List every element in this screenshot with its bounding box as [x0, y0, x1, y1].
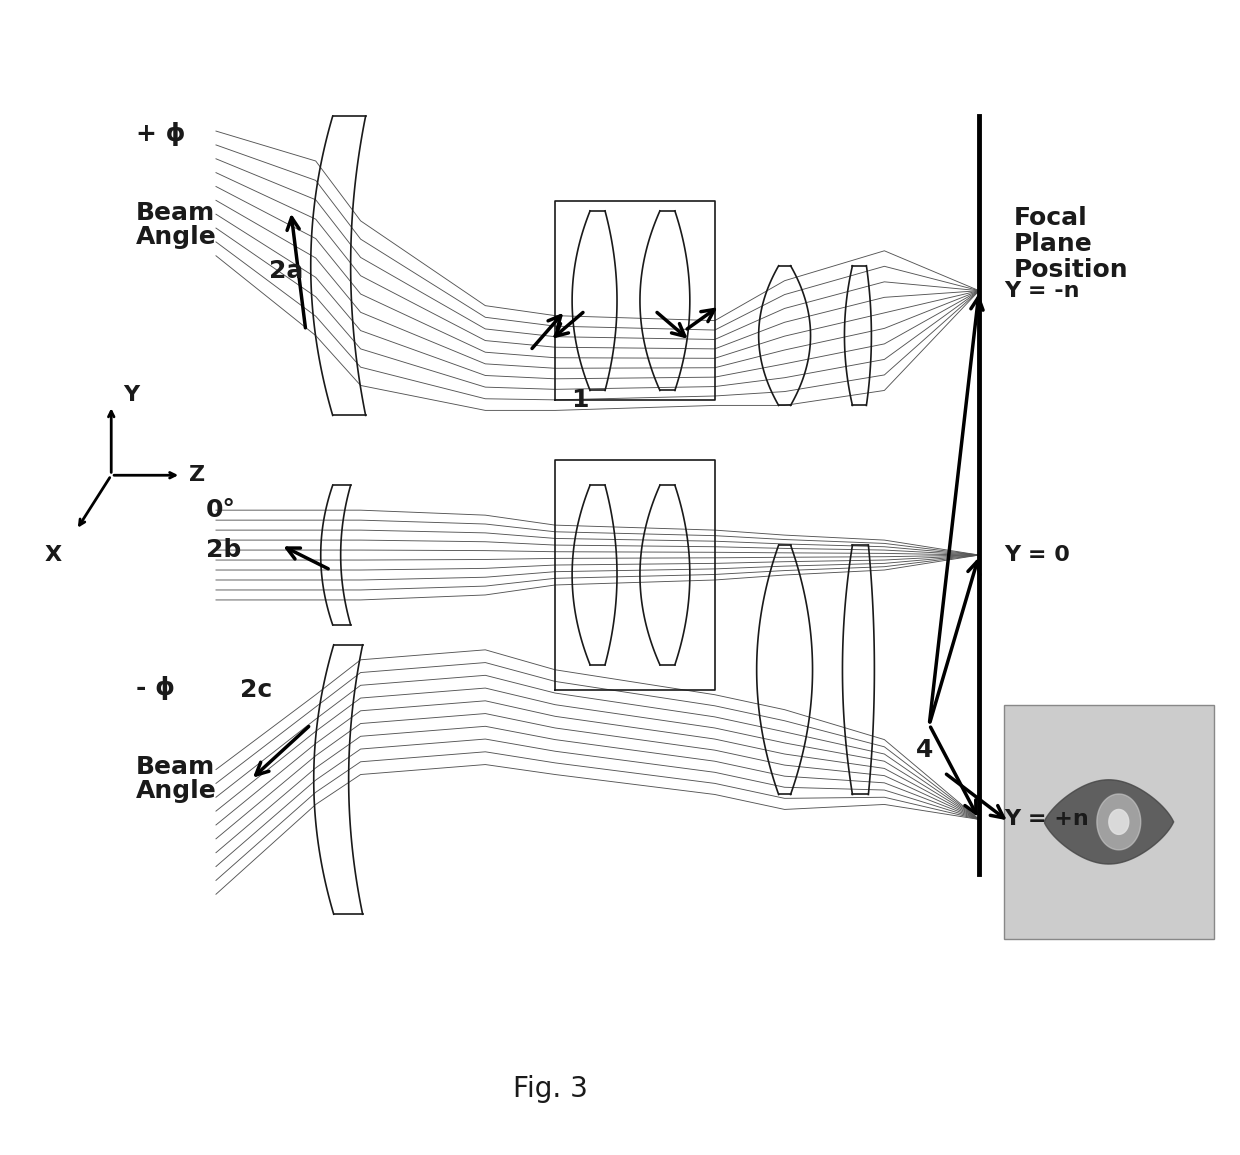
- Text: 2b: 2b: [206, 538, 242, 562]
- Text: - ϕ: - ϕ: [136, 676, 175, 700]
- Text: 1: 1: [572, 388, 589, 412]
- Text: 2c: 2c: [239, 678, 272, 702]
- Text: Y = +n: Y = +n: [1004, 810, 1089, 829]
- Text: 2a: 2a: [269, 259, 303, 283]
- Text: 4: 4: [915, 738, 932, 761]
- Text: Y = -n: Y = -n: [1004, 281, 1080, 300]
- Text: X: X: [45, 545, 61, 565]
- Text: Beam
Angle: Beam Angle: [136, 754, 217, 803]
- Polygon shape: [1044, 780, 1174, 864]
- Polygon shape: [1109, 810, 1128, 834]
- Text: 0°: 0°: [206, 498, 236, 522]
- Text: + ϕ: + ϕ: [136, 122, 186, 146]
- Text: Focal
Plane
Position: Focal Plane Position: [1014, 206, 1128, 282]
- Polygon shape: [1097, 793, 1141, 850]
- Text: Fig. 3: Fig. 3: [512, 1075, 588, 1103]
- Bar: [1004, 705, 1214, 939]
- Text: Beam
Angle: Beam Angle: [136, 201, 217, 249]
- Text: Y = 0: Y = 0: [1004, 545, 1070, 565]
- Text: Y: Y: [123, 386, 139, 405]
- Text: Z: Z: [188, 465, 205, 485]
